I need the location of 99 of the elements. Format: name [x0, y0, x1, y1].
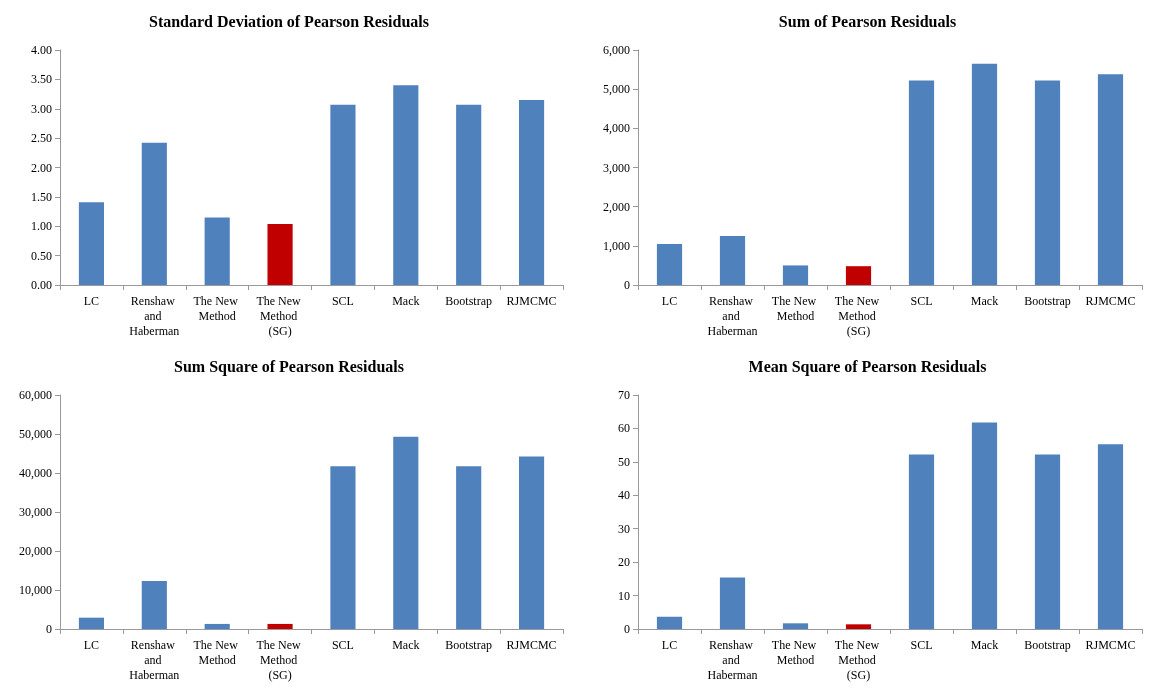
y-tick-label: 30,000 — [19, 505, 52, 519]
x-tick-label: The New Method (SG) — [256, 637, 304, 682]
y-tick-label: 2.50 — [31, 131, 52, 146]
y-tick-label: 60,000 — [19, 388, 52, 402]
bar — [204, 217, 230, 285]
x-tick-label: SCL — [910, 637, 933, 652]
x-tick-label: RJMCMC — [506, 637, 557, 652]
bar — [908, 80, 935, 285]
x-tick-label: The New Method — [193, 293, 241, 323]
y-tick-label: 40,000 — [19, 466, 52, 480]
x-tick-label: LC — [83, 293, 100, 308]
bar — [971, 63, 998, 285]
bar — [1034, 80, 1061, 285]
bar — [845, 624, 872, 629]
x-tick-label: Mack — [392, 293, 420, 308]
y-tick-label: 0.00 — [31, 278, 52, 292]
y-tick-label: 10 — [618, 588, 630, 603]
x-tick-label: Bootstrap — [1024, 637, 1071, 652]
y-tick-label: 3,000 — [603, 160, 630, 175]
y-tick-label: 50 — [618, 454, 630, 469]
y-tick-label: 1,000 — [603, 238, 630, 253]
y-tick-label: 2.00 — [31, 160, 52, 175]
chart-title: Sum of Pearson Residuals — [778, 12, 957, 30]
x-tick-label: Renshaw and Haberman — [129, 293, 180, 338]
x-tick-label: Bootstrap — [445, 637, 493, 652]
bar — [330, 104, 356, 285]
bar — [393, 85, 419, 285]
bar — [656, 243, 683, 285]
chart-title: Standard Deviation of Pearson Residuals — [148, 12, 430, 30]
y-tick-label: 4,000 — [603, 121, 630, 136]
x-tick-label: Mack — [970, 293, 999, 308]
bar — [1097, 74, 1124, 285]
chart-title: Mean Square of Pearson Residuals — [748, 357, 987, 376]
y-tick-label: 60 — [618, 421, 630, 436]
bar — [1097, 444, 1124, 629]
y-tick-label: 1.00 — [31, 219, 52, 234]
x-tick-label: The New Method — [771, 293, 820, 323]
bar — [518, 99, 545, 285]
bar — [845, 266, 872, 285]
y-tick-label: 0 — [46, 622, 52, 636]
bar — [78, 202, 105, 285]
x-tick-label: Renshaw and Haberman — [707, 293, 758, 338]
bar — [518, 456, 545, 629]
x-tick-label: The New Method (SG) — [256, 293, 304, 338]
y-tick-label: 0.50 — [31, 248, 52, 263]
bar — [141, 142, 167, 285]
x-tick-label: Mack — [392, 637, 420, 652]
bar — [782, 265, 809, 285]
x-tick-label: Renshaw and Haberman — [707, 637, 758, 682]
y-tick-label: 4.00 — [31, 43, 52, 57]
x-tick-label: RJMCMC — [1085, 637, 1136, 652]
y-tick-label: 5,000 — [603, 82, 630, 97]
x-tick-label: Bootstrap — [445, 293, 493, 308]
x-tick-label: Bootstrap — [1024, 293, 1071, 308]
bar — [656, 616, 683, 629]
x-tick-label: LC — [83, 637, 100, 652]
bar — [1034, 454, 1061, 629]
y-tick-label: 3.00 — [31, 101, 52, 116]
y-tick-label: 20,000 — [19, 544, 52, 558]
y-tick-label: 2,000 — [603, 199, 630, 214]
bar — [971, 422, 998, 629]
bar — [719, 577, 746, 629]
y-tick-label: 40 — [618, 488, 630, 503]
x-tick-label: Mack — [970, 637, 999, 652]
bar — [908, 454, 935, 629]
x-tick-label: Renshaw and Haberman — [129, 637, 180, 682]
x-tick-label: RJMCMC — [506, 293, 557, 308]
x-tick-label: The New Method — [771, 637, 820, 667]
bar — [267, 223, 293, 285]
bar — [456, 466, 482, 629]
bar — [456, 104, 482, 285]
bar — [141, 581, 167, 629]
bar — [330, 466, 356, 629]
x-tick-label: SCL — [331, 637, 354, 652]
bar — [78, 617, 105, 629]
bar — [782, 623, 809, 629]
y-tick-label: 1.50 — [31, 189, 52, 204]
y-tick-label: 20 — [618, 555, 630, 570]
bar — [267, 623, 293, 629]
x-tick-label: LC — [661, 637, 678, 652]
y-tick-label: 3.50 — [31, 72, 52, 87]
y-tick-label: 30 — [618, 521, 630, 536]
chart-title: Sum Square of Pearson Residuals — [174, 357, 404, 376]
x-tick-label: RJMCMC — [1085, 293, 1136, 308]
y-tick-label: 10,000 — [19, 583, 52, 597]
y-tick-label: 70 — [618, 388, 630, 402]
bar — [204, 623, 230, 629]
y-tick-label: 0 — [624, 622, 630, 636]
x-tick-label: The New Method (SG) — [834, 293, 883, 338]
x-tick-label: The New Method — [193, 637, 241, 667]
x-tick-label: LC — [661, 293, 678, 308]
y-tick-label: 0 — [624, 278, 630, 292]
bar — [719, 236, 746, 285]
x-tick-label: SCL — [910, 293, 933, 308]
bar — [393, 436, 419, 629]
y-tick-label: 50,000 — [19, 427, 52, 441]
x-tick-label: The New Method (SG) — [834, 637, 883, 682]
x-tick-label: SCL — [331, 293, 354, 308]
y-tick-label: 6,000 — [603, 43, 630, 57]
